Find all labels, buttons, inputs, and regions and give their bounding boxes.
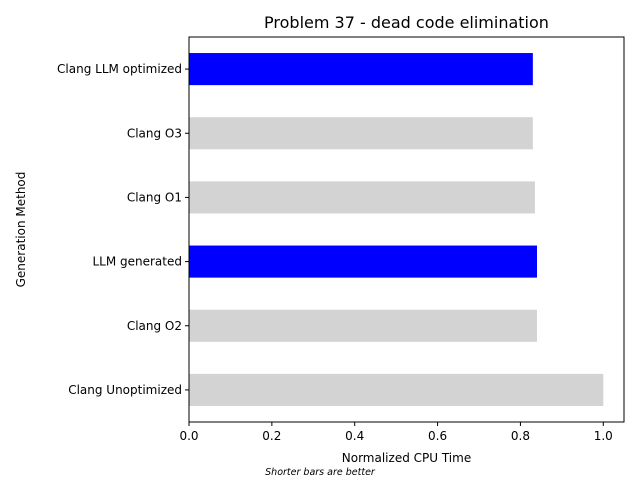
- x-axis-ticks: 0.0 0.2 0.4 0.6 0.8 1.0: [179, 422, 613, 443]
- y-tick-label: LLM generated: [92, 255, 182, 269]
- y-axis-ticks: Clang Unoptimized Clang O2 LLM generated Cl…: [57, 62, 189, 397]
- bars-group: [189, 53, 604, 406]
- bar-clang-o3: [189, 117, 533, 150]
- bar-clang-unoptimized: [189, 373, 604, 406]
- x-tick-label: 0.2: [262, 429, 281, 443]
- x-tick-label: 0.0: [179, 429, 198, 443]
- chart-note: Shorter bars are better: [265, 467, 376, 478]
- y-tick-label: Clang Unoptimized: [68, 383, 182, 397]
- y-tick-label: Clang O2: [127, 319, 182, 333]
- x-tick-label: 0.4: [345, 429, 364, 443]
- bar-clang-llm-optimized: [189, 53, 533, 86]
- x-tick-label: 0.6: [428, 429, 447, 443]
- bar-clang-o1: [189, 181, 535, 214]
- x-axis-label: Normalized CPU Time: [342, 451, 471, 465]
- x-tick-label: 0.8: [511, 429, 530, 443]
- y-tick-label: Clang O3: [127, 126, 182, 140]
- plot-frame: [188, 36, 625, 423]
- bar-llm-generated: [189, 245, 537, 278]
- y-axis-label: Generation Method: [14, 172, 28, 288]
- chart-title: Problem 37 - dead code elimination: [264, 13, 549, 32]
- y-tick-label: Clang LLM optimized: [57, 62, 182, 76]
- y-tick-label: Clang O1: [127, 190, 182, 204]
- bar-clang-o2: [189, 309, 537, 342]
- x-tick-label: 1.0: [594, 429, 613, 443]
